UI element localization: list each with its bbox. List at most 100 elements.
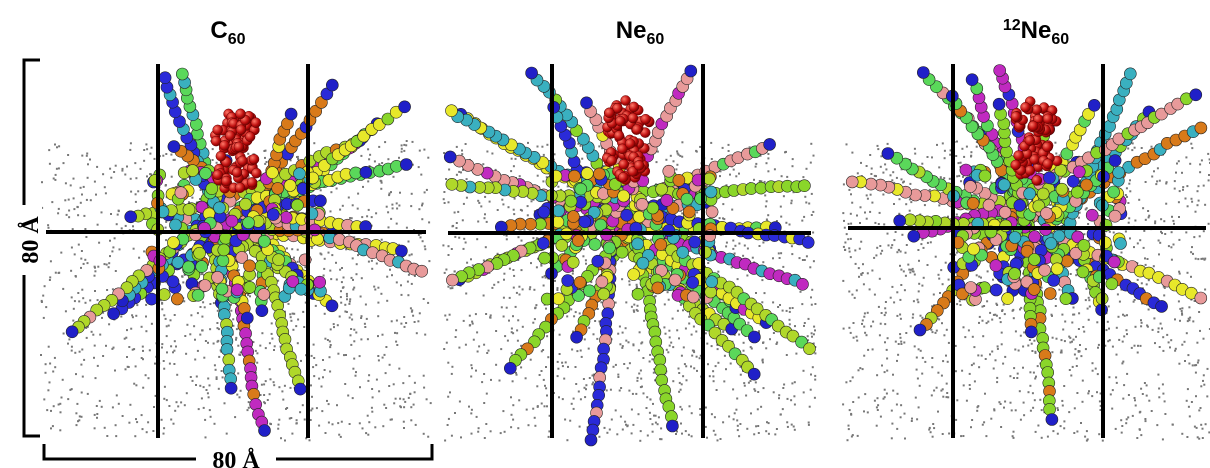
solvent-dot — [98, 242, 100, 244]
solvent-dot — [382, 357, 384, 359]
solvent-dot — [87, 262, 89, 264]
solvent-dot — [805, 202, 807, 204]
fullerene-atom — [618, 172, 628, 182]
solvent-dot — [289, 313, 291, 315]
solvent-dot — [126, 166, 128, 168]
solvent-dot — [445, 178, 447, 180]
solvent-dot — [1203, 185, 1205, 187]
solvent-dot — [296, 419, 298, 421]
solvent-dot — [769, 338, 771, 340]
solvent-dot — [800, 291, 802, 293]
solvent-dot — [1004, 401, 1006, 403]
solvent-dot — [779, 257, 781, 259]
solvent-dot — [1051, 315, 1053, 317]
fullerene-atom — [641, 114, 651, 124]
solvent-dot — [265, 347, 267, 349]
solvent-dot — [906, 244, 908, 246]
solvent-dot — [85, 302, 87, 304]
solvent-dot — [1034, 399, 1036, 401]
solvent-dot — [75, 412, 77, 414]
solvent-dot — [515, 306, 517, 308]
solvent-dot — [1052, 430, 1054, 432]
bead — [603, 242, 615, 254]
solvent-dot — [403, 398, 405, 400]
solvent-dot — [678, 372, 680, 374]
solvent-dot — [1189, 163, 1191, 165]
solvent-dot — [542, 349, 544, 351]
solvent-dot — [115, 424, 117, 426]
solvent-dot — [789, 307, 791, 309]
solvent-dot — [1047, 436, 1049, 438]
solvent-dot — [113, 171, 115, 173]
solvent-dot — [847, 439, 849, 441]
solvent-dot — [1128, 183, 1130, 185]
solvent-dot — [1197, 204, 1199, 206]
bead — [656, 183, 668, 195]
solvent-dot — [366, 318, 368, 320]
solvent-dot — [843, 220, 845, 222]
solvent-dot — [1148, 279, 1150, 281]
solvent-dot — [592, 375, 594, 377]
solvent-dot — [522, 326, 524, 328]
solvent-dot — [508, 206, 510, 208]
solvent-dot — [1098, 344, 1100, 346]
solvent-dot — [92, 334, 94, 336]
fullerene-atom — [607, 156, 617, 166]
solvent-dot — [359, 422, 361, 424]
solvent-dot — [145, 304, 147, 306]
solvent-dot — [204, 306, 206, 308]
solvent-dot — [629, 284, 631, 286]
solvent-dot — [404, 326, 406, 328]
solvent-dot — [466, 262, 468, 264]
solvent-dot — [405, 144, 407, 146]
solvent-dot — [619, 326, 621, 328]
solvent-dot — [732, 240, 734, 242]
solvent-dot — [83, 263, 85, 265]
solvent-dot — [58, 272, 60, 274]
solvent-dot — [396, 332, 398, 334]
solvent-dot — [633, 304, 635, 306]
solvent-dot — [163, 427, 165, 429]
solvent-dot — [781, 175, 783, 177]
solvent-dot — [532, 322, 534, 324]
solvent-dot — [658, 416, 660, 418]
solvent-dot — [588, 327, 590, 329]
solvent-dot — [631, 306, 633, 308]
solvent-dot — [635, 393, 637, 395]
solvent-dot — [767, 170, 769, 172]
solvent-dot — [802, 176, 804, 178]
solvent-dot — [1080, 422, 1082, 424]
solvent-dot — [302, 404, 304, 406]
solvent-dot — [366, 215, 368, 217]
solvent-dot — [746, 275, 748, 277]
solvent-dot — [41, 181, 43, 183]
solvent-dot — [922, 357, 924, 359]
solvent-dot — [896, 428, 898, 430]
solvent-dot — [519, 175, 521, 177]
solvent-dot — [517, 340, 519, 342]
solvent-dot — [738, 334, 740, 336]
solvent-dot — [1157, 374, 1159, 376]
solvent-dot — [1204, 204, 1206, 206]
solvent-dot — [1083, 233, 1085, 235]
solvent-dot — [693, 351, 695, 353]
bead — [632, 238, 644, 250]
solvent-dot — [896, 315, 898, 317]
solvent-dot — [891, 410, 893, 412]
solvent-dot — [58, 208, 60, 210]
solvent-dot — [617, 374, 619, 376]
solvent-dot — [351, 319, 353, 321]
solvent-dot — [570, 308, 572, 310]
solvent-dot — [333, 323, 335, 325]
solvent-dot — [256, 352, 258, 354]
solvent-dot — [520, 366, 522, 368]
solvent-dot — [73, 197, 75, 199]
solvent-dot — [210, 416, 212, 418]
solvent-dot — [326, 400, 328, 402]
solvent-dot — [359, 355, 361, 357]
fullerene-atom — [634, 160, 644, 170]
solvent-dot — [866, 165, 868, 167]
solvent-dot — [54, 366, 56, 368]
solvent-dot — [864, 312, 866, 314]
solvent-dot — [368, 261, 370, 263]
